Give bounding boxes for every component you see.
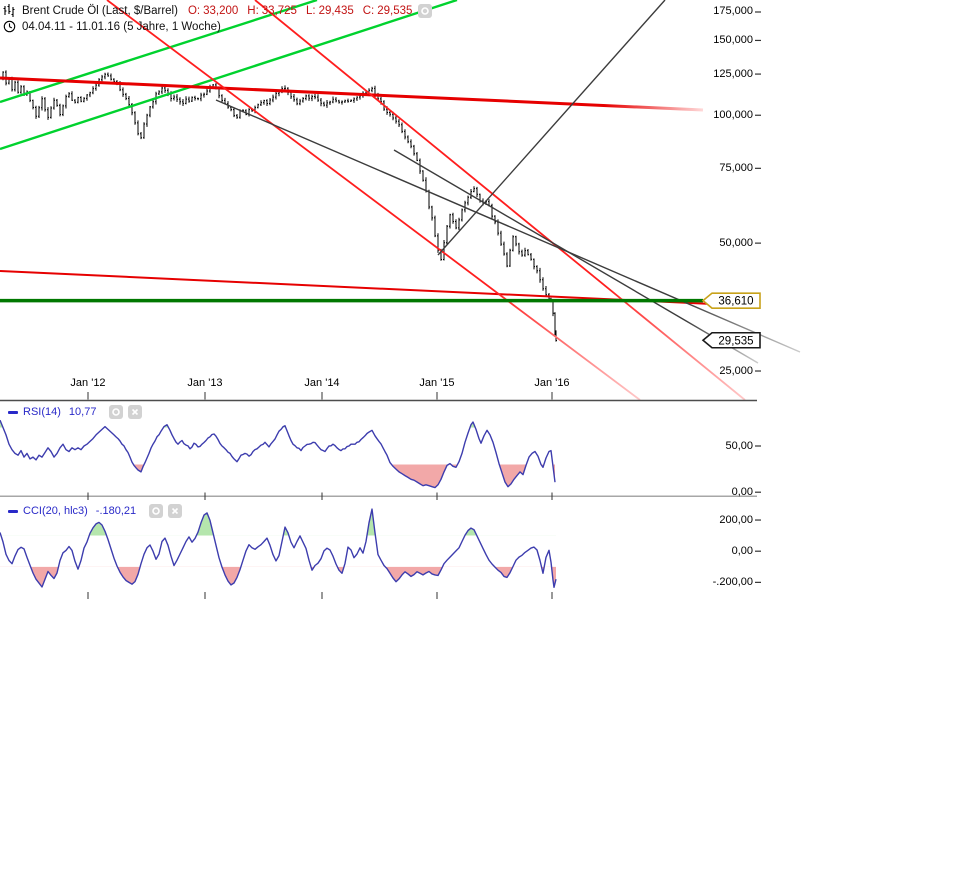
instrument-title: Brent Crude Öl (Last, $/Barrel) (22, 4, 178, 17)
badge-value: 29,535 (718, 335, 753, 347)
cci-line (0, 508, 557, 588)
cci-value: -.180,21 (95, 505, 137, 517)
rsi-oversold-fill (0, 464, 555, 488)
close-label: C: (362, 4, 375, 17)
clock-icon (3, 20, 16, 33)
close-icon[interactable] (168, 504, 183, 518)
axis-label: -.200,00 (712, 575, 753, 588)
axis-label: 50,000 (719, 236, 753, 249)
badge-value: 36,610 (718, 296, 753, 308)
close-icon[interactable] (128, 405, 143, 419)
axis-label: 200,00 (719, 513, 753, 526)
trend-line-descending-channel-red-2 (254, 0, 746, 401)
axis-label: 50,00 (725, 439, 753, 452)
axis-label: 0,00 (731, 485, 753, 498)
axis-label: 175,000 (713, 5, 753, 18)
period-text: 04.04.11 - 11.01.16 (5 Jahre, 1 Woche) (22, 20, 221, 33)
trend-line-black-descending-line-1 (215, 99, 801, 353)
time-axis-label: Jan '13 (187, 377, 223, 389)
axis-label: 25,000 (719, 364, 753, 377)
price-badge[interactable]: 29,535 (701, 331, 761, 349)
trend-line-resistance-red-thick (0, 76, 704, 112)
rsi-line (0, 419, 556, 489)
trend-line-black-descending-line-2 (393, 149, 759, 364)
open-value: 33,200 (203, 4, 239, 17)
rsi-overbought-fill (0, 420, 555, 428)
axis-label: 150,000 (713, 33, 753, 46)
chart-period-row: 04.04.11 - 11.01.16 (5 Jahre, 1 Woche) (3, 20, 221, 33)
circle-icon[interactable] (149, 504, 164, 518)
trend-line-black-ascending-line (437, 0, 666, 256)
cci-oversold-fill (0, 566, 556, 588)
high-value: 33,725 (261, 4, 297, 17)
axis-label: 0,00 (731, 544, 753, 557)
open-label: O: (187, 4, 201, 17)
time-axis-label: Jan '12 (70, 377, 106, 389)
time-axis-label: Jan '15 (419, 377, 455, 389)
low-label: L: (305, 4, 316, 17)
trend-line-support-red-lower (0, 270, 713, 305)
price-badge[interactable]: 36,610 (701, 292, 761, 309)
axis-label: 125,000 (713, 67, 753, 80)
ohlc-values: O: 33,200 H: 33,725 L: 29,435 C: 29,535 (188, 5, 412, 17)
bar-chart-icon (3, 3, 16, 18)
axis-label: 75,000 (719, 161, 753, 174)
rsi-legend: RSI(14) 10,77 (8, 405, 143, 419)
time-axis-label: Jan '14 (304, 377, 340, 389)
rsi-value: 10,77 (68, 406, 97, 418)
axis-label: 100,000 (713, 108, 753, 121)
cci-legend-marker (8, 509, 18, 513)
cci-label: CCI(20, hlc3) (23, 505, 88, 517)
chart-header: Brent Crude Öl (Last, $/Barrel) O: 33,200… (3, 3, 433, 18)
circle-icon[interactable] (109, 405, 124, 419)
trend-line-ascending-channel-lower (0, 0, 458, 151)
high-label: H: (247, 4, 259, 17)
trend-line-ascending-channel-upper (0, 0, 318, 104)
low-value: 29,435 (318, 4, 354, 17)
cci-legend: CCI(20, hlc3) -.180,21 (8, 504, 183, 518)
circle-icon[interactable] (418, 3, 433, 18)
rsi-label: RSI(14) (23, 406, 61, 418)
rsi-legend-marker (8, 410, 18, 414)
time-axis-label: Jan '16 (534, 377, 570, 389)
trend-line-descending-channel-red-1 (106, 0, 641, 401)
close-value: 29,535 (377, 4, 413, 17)
